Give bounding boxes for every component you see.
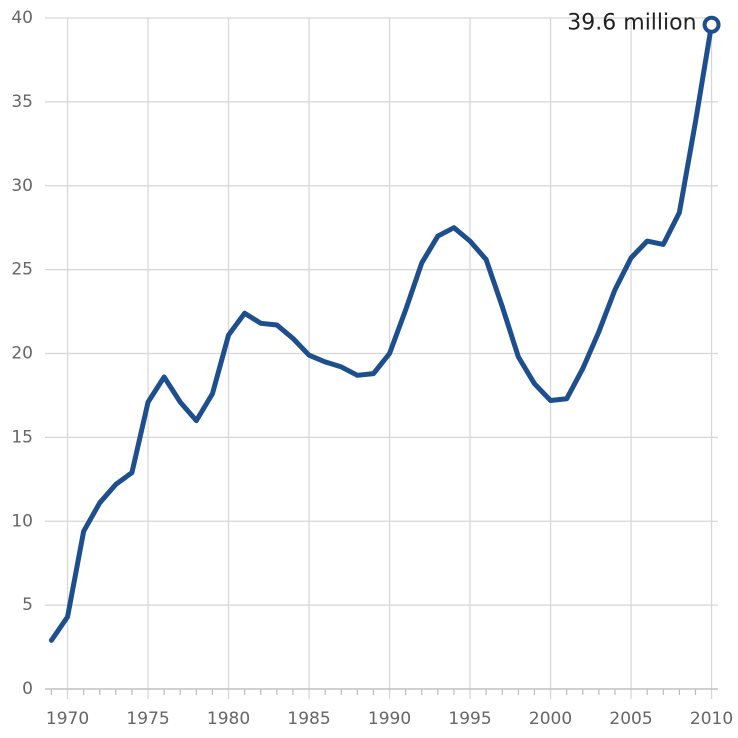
y-tick-label: 35 bbox=[11, 92, 33, 112]
y-tick-label: 15 bbox=[11, 427, 33, 447]
end-marker bbox=[702, 15, 721, 34]
y-tick-label: 5 bbox=[22, 595, 33, 615]
y-tick-label: 20 bbox=[11, 344, 33, 364]
x-tick-label: 1975 bbox=[126, 709, 169, 729]
x-tick-label: 1980 bbox=[207, 709, 250, 729]
x-tick-label: 2000 bbox=[529, 709, 572, 729]
y-tick-label: 40 bbox=[11, 8, 33, 28]
annotation: 39.6 million bbox=[567, 11, 696, 36]
x-tick-label: 1970 bbox=[46, 709, 89, 729]
x-tick-label: 1995 bbox=[448, 709, 491, 729]
y-tick-label: 0 bbox=[22, 679, 33, 699]
y-tick-label: 25 bbox=[11, 260, 33, 280]
data-line bbox=[48, 22, 715, 643]
y-tick-label: 10 bbox=[11, 511, 33, 531]
x-tick-label: 2005 bbox=[609, 709, 652, 729]
x-tick-label: 1985 bbox=[287, 709, 330, 729]
x-tick-label: 1990 bbox=[368, 709, 411, 729]
x-tick-label: 2010 bbox=[690, 709, 733, 729]
y-tick-label: 30 bbox=[11, 176, 33, 196]
